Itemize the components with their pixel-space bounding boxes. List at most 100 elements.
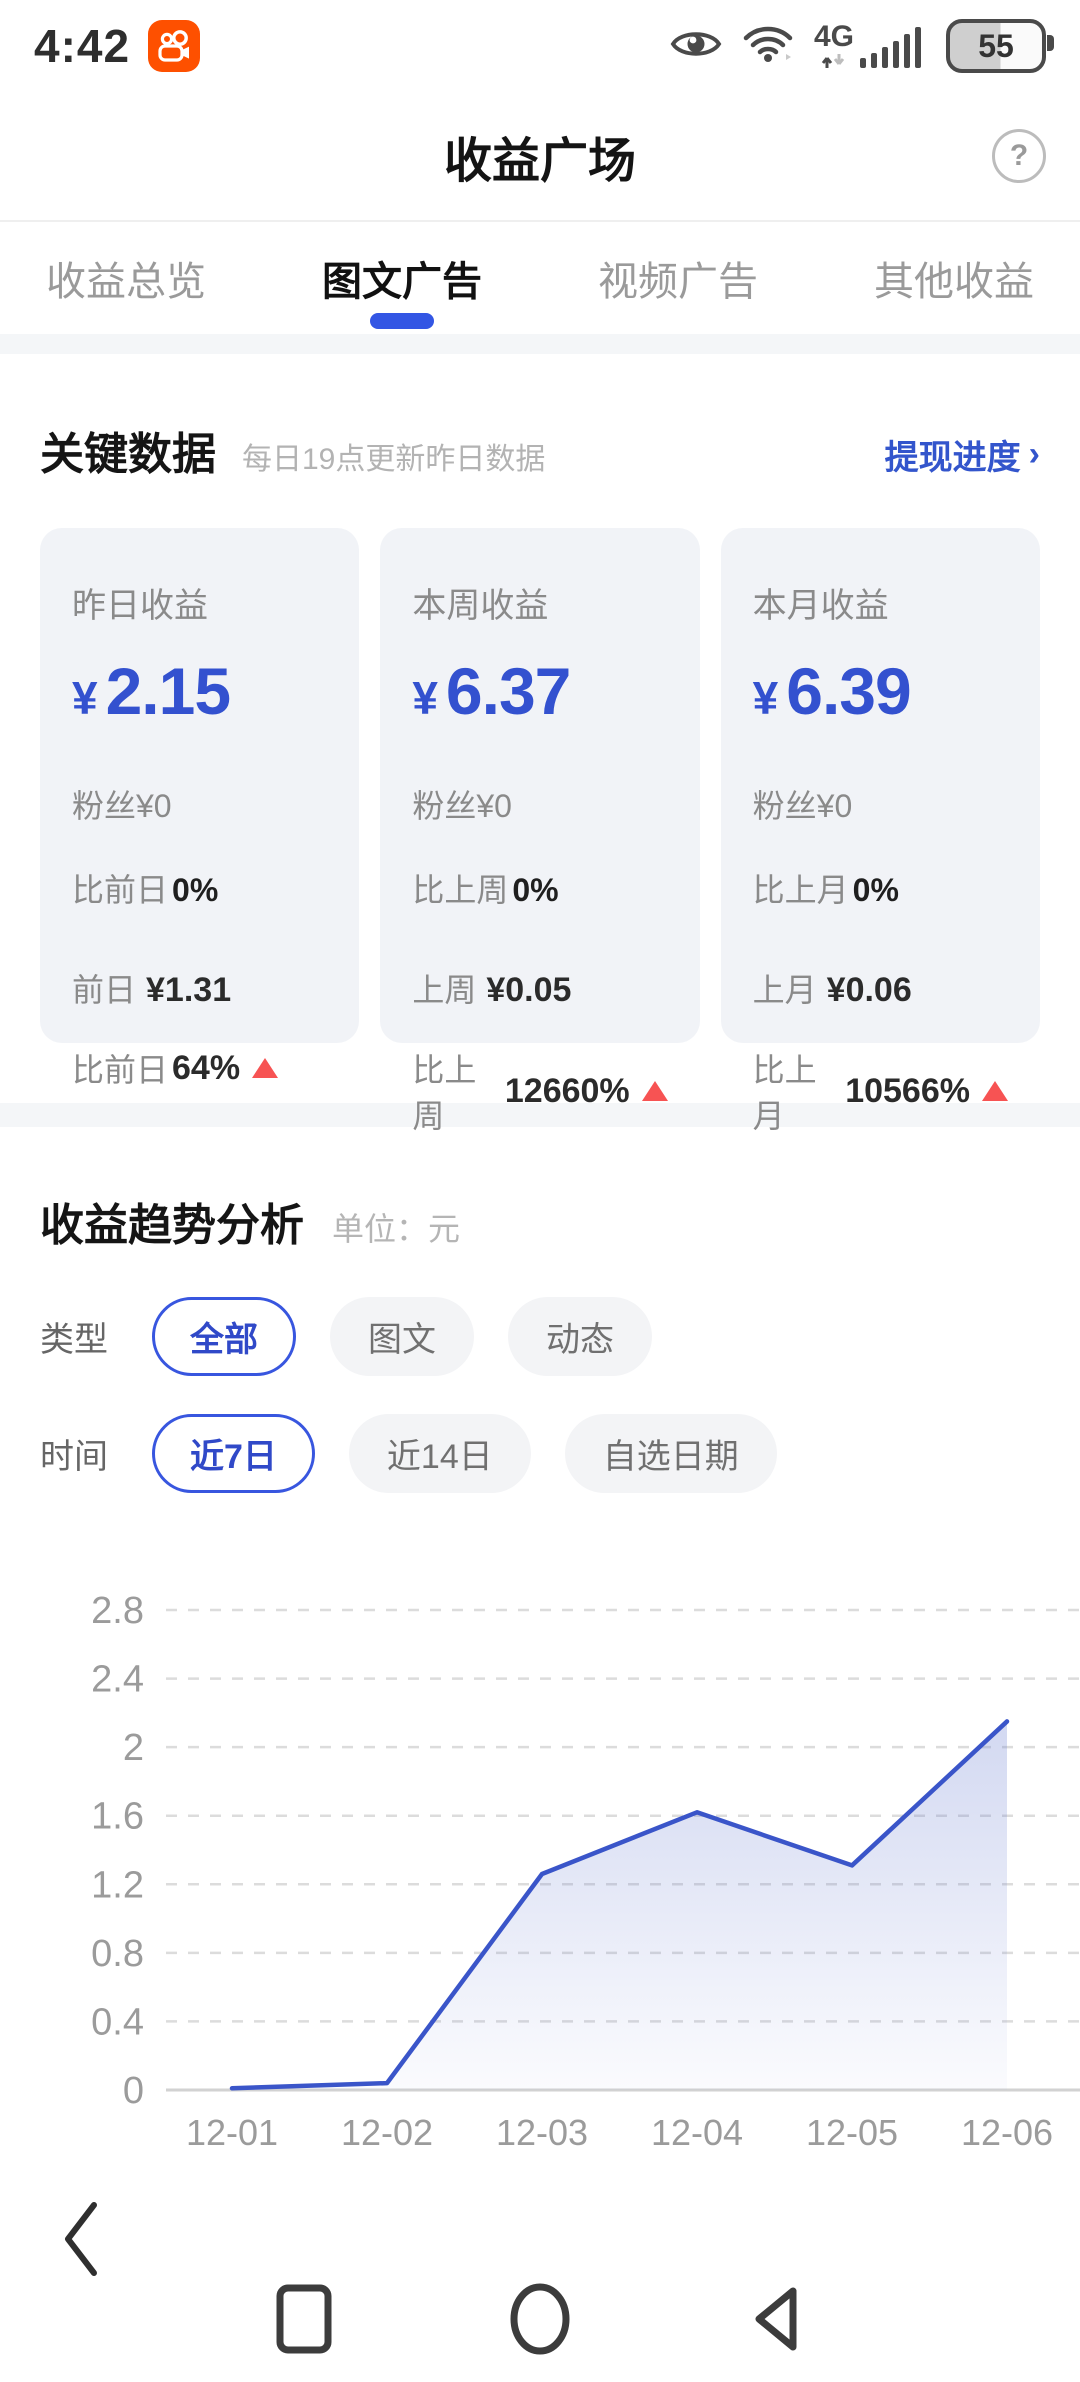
amount-value: ¥ 6.39	[753, 653, 1008, 729]
android-nav-bar	[0, 2283, 1080, 2355]
previous-label: 上月	[752, 972, 817, 1008]
svg-text:2.4: 2.4	[91, 1659, 144, 1701]
change-line: 比上周 12660%	[412, 1045, 668, 1137]
svg-text:12-03: 12-03	[496, 2112, 588, 2153]
previous-value: ¥0.06	[826, 971, 912, 1009]
currency-symbol: ¥	[412, 672, 438, 724]
tab-label: 图文广告	[322, 260, 482, 304]
type-filter-row: 类型 全部 图文 动态	[40, 1297, 1040, 1376]
active-tab-indicator	[370, 313, 434, 329]
back-triangle-icon[interactable]	[737, 2284, 815, 2354]
svg-text:2: 2	[123, 1727, 144, 1769]
change-value: 10566%	[845, 1071, 970, 1110]
compare-label: 比上周	[412, 872, 509, 908]
area-fill	[232, 1721, 1007, 2090]
battery-level: 55	[978, 27, 1014, 64]
tab-earnings-overview[interactable]: 收益总览	[46, 260, 206, 304]
previous-value: ¥0.05	[486, 971, 572, 1009]
eye-icon	[670, 26, 722, 67]
cellular-signal-icon: 4G	[814, 22, 926, 70]
battery-indicator: 55	[946, 19, 1054, 73]
page-title: 收益广场	[443, 135, 636, 188]
y-axis-labels: 0 0.4 0.8 1.2 1.6 2 2.4 2.8	[91, 1590, 144, 2112]
change-label: 比上月	[752, 1052, 817, 1134]
x-axis-labels: 12-01 12-02 12-03 12-04 12-05 12-06	[186, 2112, 1053, 2153]
trend-chart: 00.40.81.21.622.42.8 12-01 12-02 12-03 12-0…	[91, 1590, 1080, 2153]
unit-label: 单位：元	[332, 1211, 461, 1247]
card-week-earnings: 本周收益 ¥ 6.37 粉丝¥0 比上周 0% 上周 ¥0.05 比上周 12660%	[380, 528, 700, 1134]
kpi-cards: 昨日收益 ¥ 2.15 粉丝¥0 比前日 0% 前日 ¥1.31 比前日 64% 本周…	[40, 528, 1040, 1134]
recents-square-icon[interactable]	[265, 2284, 343, 2354]
amount-value: ¥ 2.15	[72, 653, 327, 729]
change-label: 比上周	[412, 1052, 477, 1134]
compare-value: 0%	[172, 872, 219, 908]
card-title: 昨日收益	[72, 587, 208, 625]
change-line: 比上月 10566%	[753, 1045, 1008, 1137]
compare-line: 比上周 0%	[412, 865, 667, 911]
svg-text:12-06: 12-06	[961, 2112, 1053, 2153]
withdraw-progress-link[interactable]: 提现进度 ›	[885, 430, 1040, 479]
compare-label: 比上月	[752, 872, 849, 908]
svg-text:12-02: 12-02	[341, 2112, 433, 2153]
svg-text:12-01: 12-01	[186, 2112, 278, 2153]
svg-text:12-05: 12-05	[806, 2112, 898, 2153]
change-line: 比前日 64%	[72, 1045, 327, 1091]
key-data-section: 关键数据 每日19点更新昨日数据 提现进度 › 昨日收益 ¥ 2.15 粉丝¥0…	[0, 354, 1080, 1134]
amount-number: 6.39	[786, 654, 911, 728]
previous-label: 上周	[412, 972, 477, 1008]
change-value: 12660%	[504, 1071, 630, 1110]
trend-title: 收益趋势分析	[40, 1201, 304, 1250]
clock: 4:42	[34, 20, 131, 72]
compare-line: 比前日 0%	[72, 865, 327, 911]
previous-line: 上月 ¥0.06	[753, 965, 1008, 1011]
currency-symbol: ¥	[72, 672, 98, 724]
card-yesterday-earnings: 昨日收益 ¥ 2.15 粉丝¥0 比前日 0% 前日 ¥1.31 比前日 64%	[40, 528, 360, 1088]
back-button[interactable]	[58, 2191, 118, 2287]
chevron-right-icon: ›	[1028, 435, 1040, 473]
tab-other-earnings[interactable]: 其他收益	[874, 260, 1034, 304]
tab-video-ads[interactable]: 视频广告	[598, 260, 758, 304]
tab-image-text-ads[interactable]: 图文广告	[318, 229, 486, 329]
up-triangle-icon	[641, 1081, 668, 1101]
home-circle-icon[interactable]	[501, 2283, 579, 2355]
trend-chart-container: 0 0.4 0.8 1.2 1.6 2 2.4 2.8 12-01 12-02 12-03 12-0…	[40, 1545, 1080, 2165]
card-title: 本月收益	[752, 587, 889, 625]
compare-value: 0%	[852, 872, 899, 908]
amount-value: ¥ 6.37	[412, 653, 667, 729]
compare-label: 比前日	[72, 872, 169, 908]
previous-line: 上周 ¥0.05	[412, 965, 667, 1011]
type-pill-all[interactable]: 全部	[152, 1297, 296, 1376]
svg-text:2.8: 2.8	[91, 1590, 144, 1632]
previous-label: 前日	[72, 972, 137, 1008]
trend-section: 收益趋势分析 单位：元 类型 全部 图文 动态 时间 近7日 近14日 自选日期	[0, 1127, 1080, 2165]
previous-value: ¥1.31	[146, 971, 232, 1009]
help-icon[interactable]: ?	[992, 129, 1046, 183]
time-pill-14days[interactable]: 近14日	[348, 1414, 531, 1493]
fans-earnings: 粉丝¥0	[752, 788, 853, 824]
fans-earnings: 粉丝¥0	[412, 788, 512, 824]
type-pill-moments[interactable]: 动态	[508, 1297, 652, 1376]
compare-line: 比上月 0%	[753, 865, 1008, 911]
key-data-title: 关键数据	[40, 430, 216, 479]
status-bar: 4:42	[0, 0, 1080, 92]
svg-text:0: 0	[123, 2070, 144, 2112]
section-divider	[0, 334, 1080, 354]
amount-number: 6.37	[445, 654, 571, 728]
tab-bar: 收益总览 图文广告 视频广告 其他收益	[0, 222, 1080, 334]
svg-text:0.4: 0.4	[91, 2001, 144, 2043]
svg-text:0.8: 0.8	[91, 1933, 144, 1975]
time-pill-custom[interactable]: 自选日期	[564, 1414, 777, 1493]
svg-text:12-04: 12-04	[651, 2112, 743, 2153]
time-pill-7days[interactable]: 近7日	[152, 1414, 315, 1493]
section-divider	[0, 1103, 1080, 1127]
network-type-label: 4G	[813, 20, 854, 53]
previous-line: 前日 ¥1.31	[72, 965, 327, 1011]
kuaishou-app-icon	[148, 20, 201, 72]
change-label: 比前日	[72, 1052, 169, 1088]
time-filter-label: 时间	[40, 1438, 108, 1476]
type-pill-image-text[interactable]: 图文	[330, 1297, 474, 1376]
card-month-earnings: 本月收益 ¥ 6.39 粉丝¥0 比上月 0% 上月 ¥0.06 比上月 10566%	[720, 528, 1040, 1134]
svg-text:1.2: 1.2	[91, 1864, 144, 1906]
up-triangle-icon	[981, 1081, 1008, 1101]
